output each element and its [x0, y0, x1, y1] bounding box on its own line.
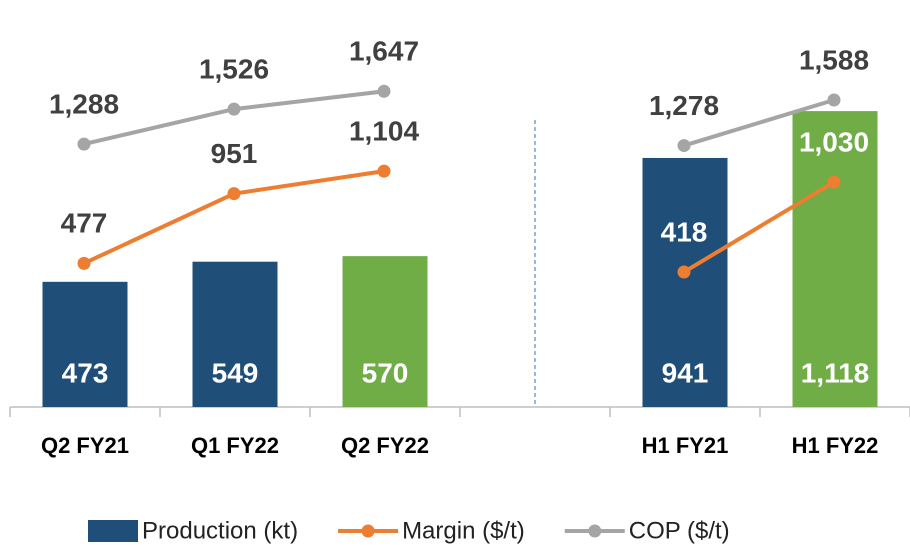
bar [42, 281, 128, 407]
bar-label: 473 [62, 357, 109, 388]
bar [342, 256, 428, 407]
legend-label: COP ($/t) [629, 517, 730, 544]
point-label: 418 [661, 216, 708, 247]
x-tick-label: Q2 FY21 [41, 433, 129, 458]
legend-label: Margin ($/t) [402, 517, 525, 544]
point [77, 137, 91, 151]
x-tick-label: Q2 FY22 [341, 433, 429, 458]
legend-label: Production (kt) [142, 517, 298, 544]
x-tick-label: H1 FY21 [642, 433, 729, 458]
bar-label: 941 [662, 357, 709, 388]
point [677, 265, 691, 279]
bar-label: 1,118 [801, 357, 870, 388]
point-label: 1,526 [199, 53, 269, 84]
point-label: 1,588 [799, 44, 869, 75]
bar [642, 157, 728, 407]
line [683, 98, 835, 148]
point [77, 256, 91, 270]
line [83, 169, 385, 266]
bar [792, 111, 878, 408]
x-tick-label: Q1 FY22 [191, 433, 279, 458]
point-label: 1,030 [799, 126, 869, 157]
point [227, 187, 241, 201]
bar [192, 261, 278, 407]
point-label: 1,278 [649, 90, 719, 121]
bar-label: 549 [212, 357, 259, 388]
x-tick-label: H1 FY22 [792, 433, 879, 458]
point [827, 93, 841, 107]
point [827, 175, 841, 189]
point [377, 84, 391, 98]
point-label: 951 [211, 138, 258, 169]
point-label: 1,288 [49, 88, 119, 119]
line [83, 89, 385, 147]
bar-label: 570 [362, 357, 409, 388]
line [682, 180, 836, 274]
point-label: 1,104 [349, 116, 419, 147]
legend-swatch [361, 524, 375, 538]
point-label: 1,647 [349, 36, 419, 67]
legend-swatch [88, 520, 138, 542]
legend-swatch [588, 524, 602, 538]
point [677, 139, 691, 153]
point [227, 102, 241, 116]
point-label: 477 [61, 208, 108, 239]
point [377, 164, 391, 178]
